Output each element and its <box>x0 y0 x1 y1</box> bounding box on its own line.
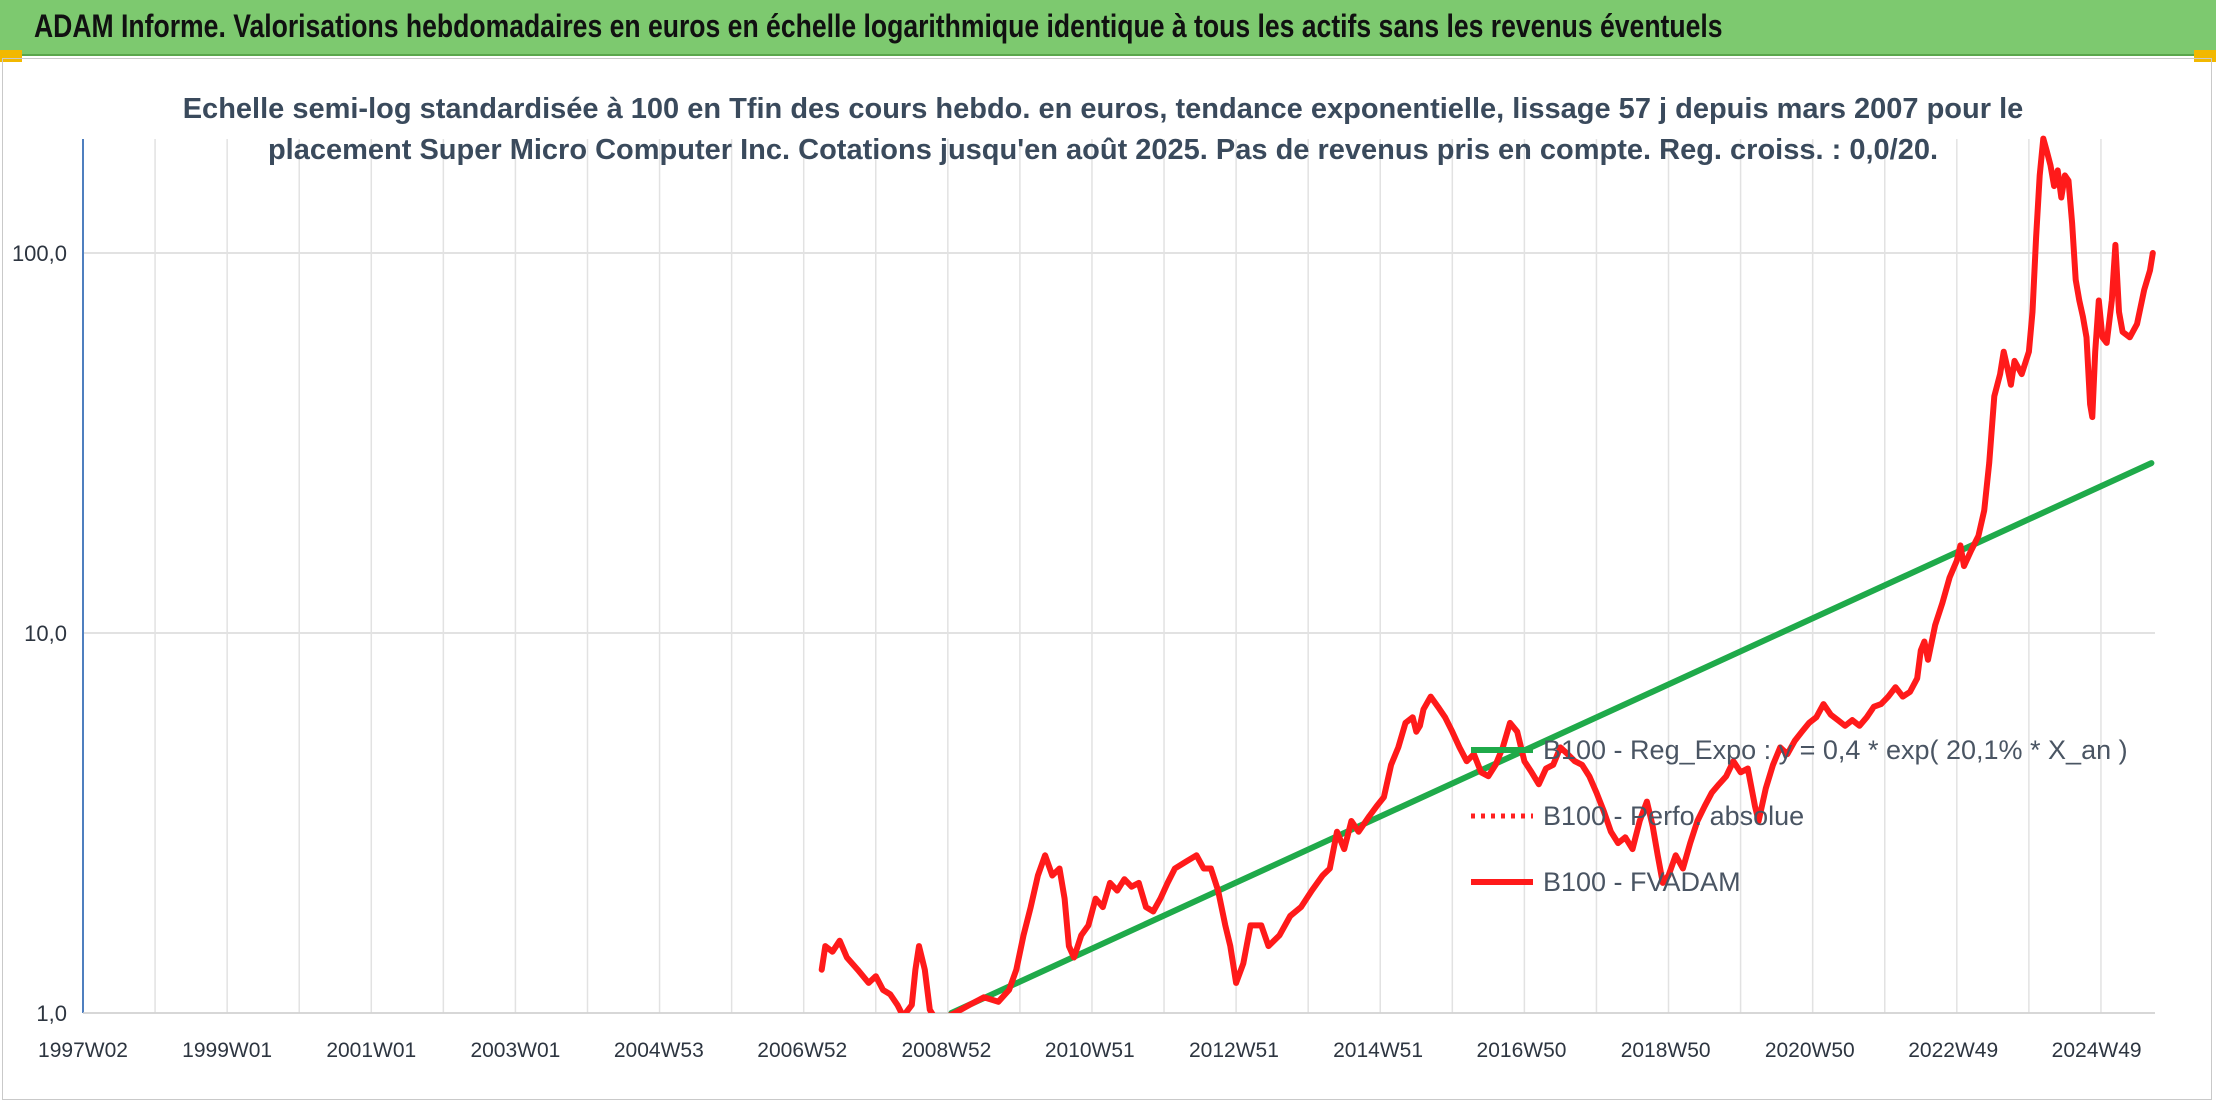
x-tick-label: 2018W50 <box>1621 1039 1711 1062</box>
x-tick-label: 1997W02 <box>38 1039 128 1062</box>
x-tick-label: 2022W49 <box>1908 1039 1998 1062</box>
x-tick-label: 2016W50 <box>1477 1039 1567 1062</box>
x-tick-label: 2010W51 <box>1045 1039 1135 1062</box>
chart-subtitle-line-1: Echelle semi-log standardisée à 100 en T… <box>183 93 2024 125</box>
x-tick-label: 2003W01 <box>470 1039 560 1062</box>
x-tick-label: 2006W52 <box>757 1039 847 1062</box>
x-tick-label: 2008W52 <box>901 1039 991 1062</box>
chart-subtitle-line-2: placement Super Micro Computer Inc. Cota… <box>268 134 1938 166</box>
header-bar: ADAM Informe. Valorisations hebdomadaire… <box>0 0 2216 56</box>
legend-label-2: B100 - FVADAM <box>1543 867 1741 897</box>
y-axis-ticks: 1,0 10,0 100,0 <box>12 241 67 1026</box>
x-tick-label: 2014W51 <box>1333 1039 1423 1062</box>
legend-label-0: B100 - Reg_Expo : y = 0,4 * exp( 20,1% *… <box>1543 735 2128 765</box>
page-title: ADAM Informe. Valorisations hebdomadaire… <box>34 8 1723 44</box>
series-line-0 <box>948 460 2155 1013</box>
y-tick-label: 100,0 <box>12 241 67 266</box>
y-tick-label: 1,0 <box>36 1001 67 1026</box>
x-tick-label: 2001W01 <box>326 1039 416 1062</box>
legend-label-1: B100 - Perfo. absolue <box>1543 801 1804 831</box>
series-layer <box>818 135 2156 1013</box>
corner-mark-left <box>0 50 22 62</box>
x-tick-label: 2020W50 <box>1765 1039 1855 1062</box>
y-tick-label: 10,0 <box>24 621 67 646</box>
x-axis-ticks: 1997W02 1999W01 2001W01 2003W01 2004W53 2006W… <box>38 1039 2142 1062</box>
x-tick-label: 1999W01 <box>182 1039 272 1062</box>
corner-mark-right <box>2194 50 2216 62</box>
chart-svg: Echelle semi-log standardisée à 100 en T… <box>12 93 2156 1062</box>
chart-frame: Echelle semi-log standardisée à 100 en T… <box>2 58 2212 1100</box>
grid <box>82 139 2155 1014</box>
legend: B100 - Reg_Expo : y = 0,4 * exp( 20,1% *… <box>1471 735 2128 897</box>
series-line-2 <box>818 135 2156 1013</box>
x-tick-label: 2012W51 <box>1189 1039 1279 1062</box>
x-tick-label: 2004W53 <box>614 1039 704 1062</box>
x-tick-label: 2024W49 <box>2052 1039 2142 1062</box>
